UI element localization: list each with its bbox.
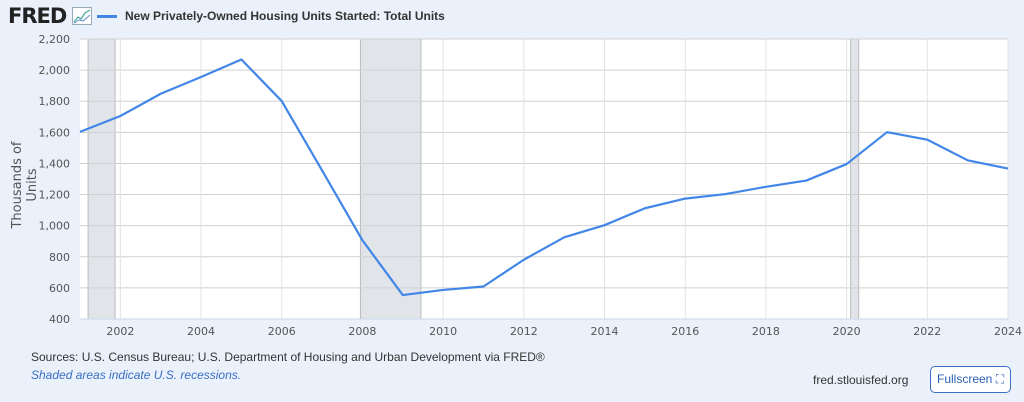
x-tick-label: 2014 — [591, 325, 619, 338]
legend: New Privately-Owned Housing Units Starte… — [97, 9, 445, 23]
sources-text: Sources: U.S. Census Bureau; U.S. Depart… — [31, 350, 545, 364]
plot-area — [80, 39, 1008, 319]
fred-logo[interactable]: FRED — [8, 4, 67, 28]
y-tick-label: 1,800 — [39, 95, 71, 108]
y-tick-label: 1,600 — [39, 126, 71, 139]
y-axis-label: Thousands of Units — [10, 141, 40, 229]
x-tick-label: 2008 — [348, 325, 376, 338]
y-tick-label: 1,000 — [39, 220, 71, 233]
chart-line-icon — [72, 7, 92, 25]
y-tick-label: 800 — [49, 251, 70, 264]
y-tick-label: 1,400 — [39, 157, 71, 170]
series-line — [79, 58, 1009, 297]
legend-swatch — [97, 14, 117, 18]
recession-band — [87, 38, 116, 320]
recession-note: Shaded areas indicate U.S. recessions. — [31, 368, 242, 382]
y-tick-label: 1,200 — [39, 189, 71, 202]
x-tick-label: 2006 — [268, 325, 296, 338]
x-tick-label: 2004 — [187, 325, 215, 338]
series-title: New Privately-Owned Housing Units Starte… — [125, 9, 445, 23]
y-tick-label: 400 — [49, 313, 70, 326]
x-tick-label: 2018 — [752, 325, 780, 338]
chart: 400 600 800 1,000 1,200 1,400 1,600 1,800 2,000 2… — [39, 33, 1023, 338]
x-tick-label: 2012 — [510, 325, 538, 338]
y-tick-label: 2,200 — [39, 33, 71, 46]
site-link[interactable]: fred.stlouisfed.org — [813, 373, 909, 387]
y-tick-label: 2,000 — [39, 64, 71, 77]
x-tick-label: 2020 — [833, 325, 861, 338]
x-tick-label: 2002 — [106, 325, 134, 338]
x-tick-label: 2022 — [913, 325, 941, 338]
fullscreen-button[interactable]: Fullscreen ⛶ — [930, 366, 1012, 393]
y-tick-label: 600 — [49, 282, 70, 295]
x-tick-label: 2010 — [429, 325, 457, 338]
x-tick-label: 2016 — [671, 325, 699, 338]
recession-band — [850, 38, 860, 320]
x-tick-label: 2024 — [994, 325, 1022, 338]
